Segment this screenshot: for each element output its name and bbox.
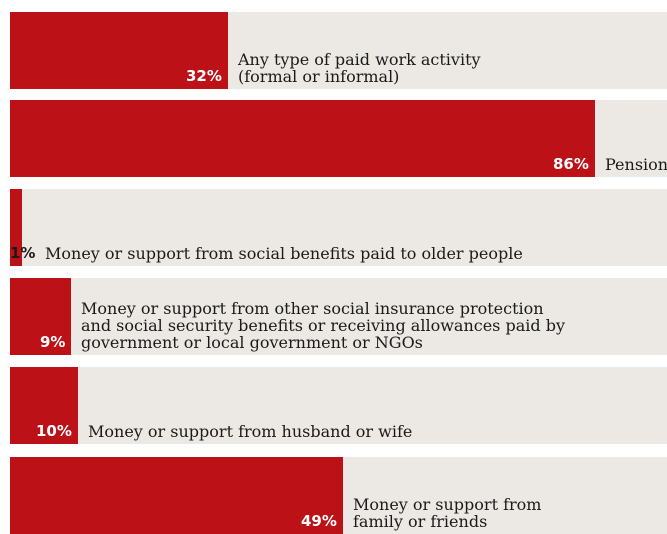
bar	[10, 100, 595, 177]
bar-category-label: Money or support from husband or wife	[88, 422, 413, 441]
bar-row: 9% Money or support from other social ins…	[10, 278, 667, 355]
bar-category-label: Money or support from family or friends	[353, 495, 542, 531]
bar-row: 32% Any type of paid work activity (forma…	[10, 12, 667, 89]
bar-value-label: 49%	[301, 512, 337, 530]
bar-value-label: 1%	[10, 244, 36, 262]
bar-row: 10% Money or support from husband or wife	[10, 367, 667, 444]
bar-value-label: 32%	[186, 67, 222, 85]
bar	[10, 189, 22, 266]
bar-category-label: Money or support from other social insur…	[81, 299, 565, 352]
bar	[10, 457, 343, 534]
bar-value-label: 9%	[40, 333, 66, 351]
bar	[10, 278, 71, 355]
bar-row: 49% Money or support from family or frien…	[10, 457, 667, 534]
bar-row: 86% Pension	[10, 100, 667, 177]
bar-value-label: 10%	[36, 422, 72, 440]
bar-category-label: Money or support from social benefits pa…	[45, 244, 523, 263]
bar	[10, 12, 228, 89]
bar-category-label: Pension	[605, 155, 667, 174]
bar	[10, 367, 78, 444]
bar-category-label: Any type of paid work activity (formal o…	[238, 50, 481, 86]
bar-row: 1% Money or support from social benefits …	[10, 189, 667, 266]
bar-value-label: 86%	[553, 155, 589, 173]
